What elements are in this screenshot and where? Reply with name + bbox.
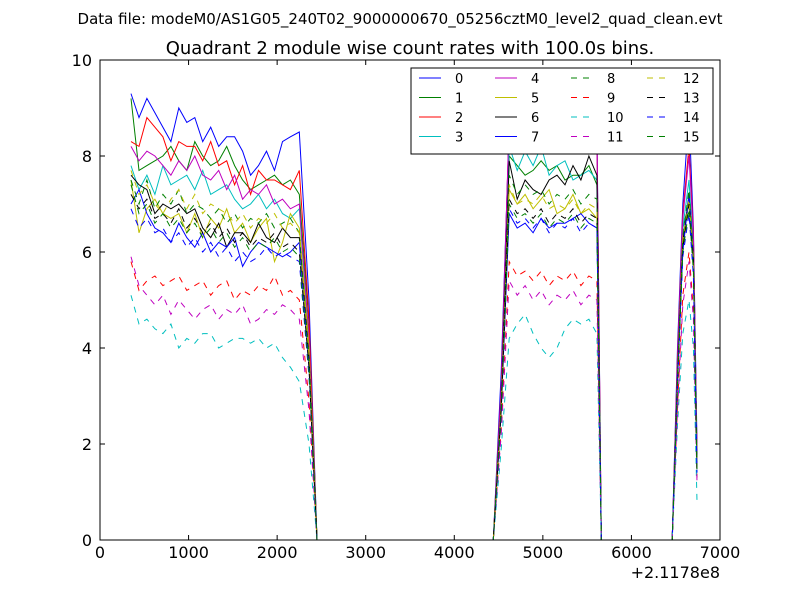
x-tick-label: 1000 [168, 543, 209, 562]
legend-label-7: 7 [531, 131, 539, 146]
legend-label-9: 9 [607, 92, 615, 107]
legend-label-12: 12 [683, 72, 700, 87]
y-tick-label: 0 [82, 531, 92, 550]
legend-label-14: 14 [683, 111, 700, 126]
legend-label-15: 15 [683, 131, 700, 146]
legend-label-3: 3 [455, 131, 463, 146]
legend-label-4: 4 [531, 72, 539, 87]
x-tick-label: 6000 [611, 543, 652, 562]
series-line-12 [130, 170, 698, 541]
legend-label-8: 8 [607, 72, 615, 87]
legend-label-2: 2 [455, 111, 463, 126]
x-tick-label: 7000 [700, 543, 741, 562]
y-tick-label: 8 [82, 147, 92, 166]
chart-title: Quadrant 2 module wise count rates with … [166, 38, 655, 59]
x-offset-label: +2.1178e8 [631, 563, 720, 582]
legend-label-0: 0 [455, 72, 463, 87]
y-tick-label: 2 [82, 435, 92, 454]
y-tick-label: 6 [82, 243, 92, 262]
x-tick-label: 0 [95, 543, 105, 562]
legend-label-5: 5 [531, 92, 539, 107]
suptitle: Data file: modeM0/AS1G05_240T02_90000006… [78, 10, 723, 29]
x-tick-label: 5000 [522, 543, 563, 562]
legend-label-11: 11 [607, 131, 624, 146]
legend-label-6: 6 [531, 111, 539, 126]
x-tick-label: 4000 [434, 543, 475, 562]
legend-box [410, 67, 714, 155]
legend-label-10: 10 [607, 111, 624, 126]
y-tick-label: 10 [72, 51, 92, 70]
x-tick-label: 3000 [345, 543, 386, 562]
legend-label-13: 13 [683, 92, 700, 107]
plot-frame [99, 59, 721, 541]
legend-label-1: 1 [455, 92, 463, 107]
x-tick-label: 2000 [257, 543, 298, 562]
y-tick-label: 4 [82, 339, 92, 358]
